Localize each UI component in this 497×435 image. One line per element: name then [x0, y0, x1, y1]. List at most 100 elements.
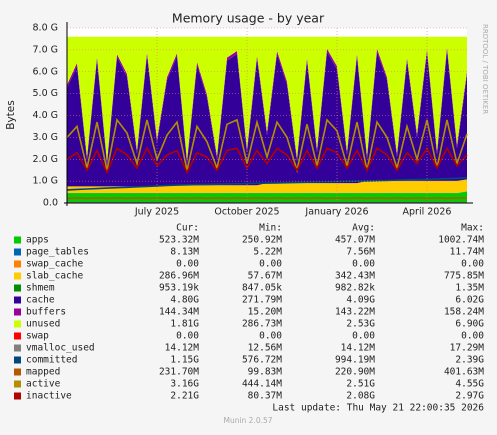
y-tick-label: 5.0 G — [33, 88, 59, 99]
legend-value: 4.09G — [346, 295, 375, 306]
legend-label: vmalloc_used — [26, 343, 95, 354]
legend-label: mapped — [26, 367, 60, 378]
legend-label: cache — [26, 295, 55, 306]
y-axis-label: Bytes — [5, 100, 17, 129]
legend-value: 286.73M — [242, 319, 282, 330]
legend-value: 14.12M — [341, 343, 376, 354]
y-tick-label: 1.0 G — [33, 176, 59, 187]
legend-label: buffers — [26, 307, 66, 318]
legend-swatch — [14, 345, 21, 352]
footer: Munin 2.0.57 — [223, 416, 272, 425]
legend-value: 158.24M — [444, 307, 484, 318]
legend-value: 1.35M — [455, 283, 484, 294]
legend-header: Avg: — [352, 223, 375, 234]
legend-value: 4.80G — [170, 295, 199, 306]
legend-value: 2.21G — [170, 391, 199, 402]
legend-value: 7.56M — [346, 247, 375, 258]
legend-value: 220.90M — [335, 367, 375, 378]
legend-label: inactive — [26, 391, 72, 402]
legend-value: 576.72M — [242, 355, 282, 366]
legend-label: slab_cache — [26, 271, 83, 282]
legend-value: 57.67M — [248, 271, 283, 282]
legend-value: 444.14M — [242, 379, 282, 390]
legend-value: 0.00 — [259, 259, 282, 270]
x-tick-label: July 2025 — [134, 207, 179, 218]
legend-swatch — [14, 309, 21, 316]
legend-value: 401.63M — [444, 367, 484, 378]
legend-value: 99.83M — [248, 367, 283, 378]
legend-value: 250.92M — [242, 235, 282, 246]
legend-swatch — [14, 261, 21, 268]
legend-swatch — [14, 285, 21, 292]
y-tick-label: 4.0 G — [33, 110, 59, 121]
legend-swatch — [14, 357, 21, 364]
legend-value: 0.00 — [176, 259, 199, 270]
legend-value: 0.00 — [461, 259, 484, 270]
y-tick-label: 8.0 G — [33, 23, 59, 34]
legend-value: 17.29M — [450, 343, 485, 354]
legend-value: 2.39G — [455, 355, 484, 366]
legend-swatch — [14, 249, 21, 256]
legend-value: 953.19k — [159, 283, 199, 294]
legend-label: swap_cache — [26, 259, 83, 270]
legend-value: 0.00 — [461, 331, 484, 342]
legend-swatch — [14, 321, 21, 328]
legend-value: 2.53G — [346, 319, 375, 330]
legend-value: 6.02G — [455, 295, 484, 306]
legend-swatch — [14, 273, 21, 280]
legend-value: 994.19M — [335, 355, 375, 366]
chart-title: Memory usage - by year — [172, 11, 325, 26]
legend-label: unused — [26, 319, 60, 330]
legend-value: 12.56M — [248, 343, 283, 354]
legend-value: 80.37M — [248, 391, 283, 402]
legend-value: 0.00 — [352, 331, 375, 342]
legend-value: 15.20M — [248, 307, 283, 318]
legend-value: 286.96M — [159, 271, 199, 282]
legend-value: 342.43M — [335, 271, 375, 282]
y-tick-label: 7.0 G — [33, 44, 59, 55]
legend-value: 847.05k — [242, 283, 282, 294]
legend-label: swap — [26, 331, 49, 342]
legend-swatch — [14, 381, 21, 388]
legend-value: 6.90G — [455, 319, 484, 330]
y-tick-label: 3.0 G — [33, 132, 59, 143]
legend-value: 2.51G — [346, 379, 375, 390]
legend-swatch — [14, 393, 21, 400]
legend-value: 982.82k — [335, 283, 375, 294]
legend-value: 1.81G — [170, 319, 199, 330]
legend-header: Min: — [259, 223, 282, 234]
legend-value: 457.07M — [335, 235, 375, 246]
y-tick-label: 2.0 G — [33, 154, 59, 165]
area-series — [67, 192, 467, 203]
x-tick-label: April 2026 — [403, 207, 452, 218]
watermark: RRDTOOL / TOBI OETIKER — [481, 24, 489, 114]
legend-value: 231.70M — [159, 367, 199, 378]
legend-label: page_tables — [26, 247, 89, 258]
legend-value: 11.74M — [450, 247, 485, 258]
legend-value: 1.15G — [170, 355, 199, 366]
legend-swatch — [14, 297, 21, 304]
legend-header: Cur: — [176, 223, 199, 234]
legend-value: 3.16G — [170, 379, 199, 390]
x-tick-label: January 2026 — [304, 207, 368, 218]
legend-value: 271.79M — [242, 295, 282, 306]
x-tick-label: October 2025 — [214, 207, 279, 218]
legend-label: active — [26, 379, 61, 390]
legend-value: 2.08G — [346, 391, 375, 402]
legend-header: Max: — [461, 223, 484, 234]
legend-swatch — [14, 369, 21, 376]
legend-label: shmem — [26, 283, 55, 294]
legend-label: committed — [26, 355, 77, 366]
legend-label: apps — [26, 235, 49, 246]
legend-value: 143.22M — [335, 307, 375, 318]
legend-value: 14.12M — [165, 343, 200, 354]
legend-value: 4.55G — [455, 379, 484, 390]
y-tick-label: 0.0 — [43, 198, 58, 209]
legend-value: 523.32M — [159, 235, 199, 246]
legend-value: 5.22M — [253, 247, 282, 258]
legend-value: 8.13M — [170, 247, 199, 258]
legend-value: 144.34M — [159, 307, 199, 318]
legend-value: 0.00 — [259, 331, 282, 342]
